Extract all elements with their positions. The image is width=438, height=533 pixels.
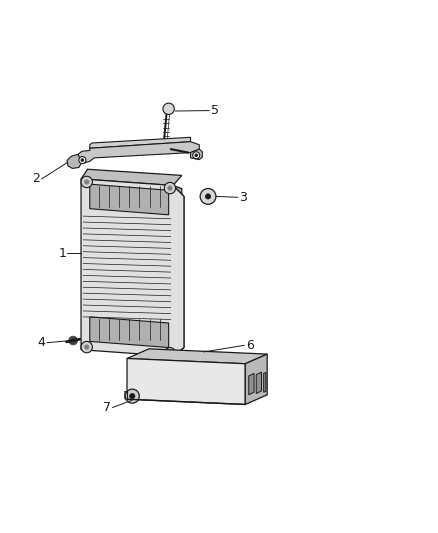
Polygon shape <box>67 155 82 168</box>
Circle shape <box>81 159 84 161</box>
Polygon shape <box>256 372 261 393</box>
Text: 3: 3 <box>239 191 247 204</box>
Circle shape <box>125 389 139 403</box>
Polygon shape <box>127 359 245 405</box>
Text: 6: 6 <box>246 339 254 352</box>
Circle shape <box>130 393 135 399</box>
Polygon shape <box>81 169 182 185</box>
Circle shape <box>81 176 92 188</box>
Circle shape <box>79 157 86 164</box>
Circle shape <box>85 180 89 184</box>
Text: 1: 1 <box>58 247 66 260</box>
Polygon shape <box>125 391 136 401</box>
Circle shape <box>85 345 89 349</box>
Circle shape <box>200 189 216 204</box>
Polygon shape <box>173 185 184 364</box>
Polygon shape <box>191 149 202 159</box>
Text: 4: 4 <box>38 336 46 349</box>
Circle shape <box>195 154 198 157</box>
Polygon shape <box>245 354 267 405</box>
Polygon shape <box>90 317 169 348</box>
Polygon shape <box>264 373 266 392</box>
Polygon shape <box>78 142 199 163</box>
Circle shape <box>81 342 92 353</box>
Circle shape <box>168 186 172 190</box>
Circle shape <box>69 336 78 345</box>
Text: 5: 5 <box>211 104 219 117</box>
Circle shape <box>168 351 172 356</box>
Circle shape <box>164 182 176 194</box>
Circle shape <box>164 348 176 359</box>
Text: 2: 2 <box>32 172 40 185</box>
Polygon shape <box>90 184 169 215</box>
Circle shape <box>193 152 200 159</box>
Polygon shape <box>249 374 254 395</box>
Circle shape <box>205 194 211 199</box>
Text: 7: 7 <box>103 401 111 414</box>
Polygon shape <box>90 138 191 148</box>
Polygon shape <box>127 349 267 364</box>
Polygon shape <box>81 179 184 356</box>
Circle shape <box>163 103 174 115</box>
